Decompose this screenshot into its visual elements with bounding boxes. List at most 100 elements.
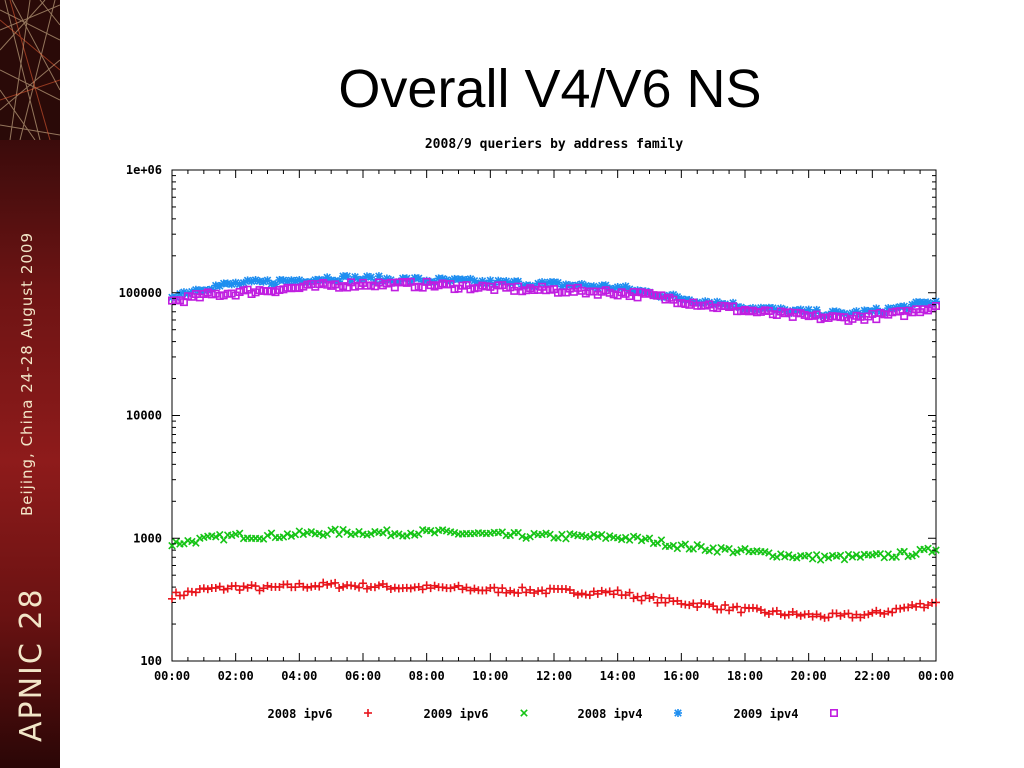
data-point	[569, 589, 578, 598]
data-point	[494, 588, 503, 597]
y-tick-label: 1000	[133, 531, 162, 545]
data-point	[506, 586, 515, 595]
legend-label: 2009 ipv6	[423, 707, 488, 721]
data-point	[374, 581, 383, 590]
data-point	[446, 584, 455, 593]
data-point	[219, 585, 228, 594]
data-point	[908, 601, 917, 610]
data-point	[705, 600, 714, 609]
data-point	[792, 610, 801, 619]
data-point	[315, 582, 324, 591]
data-point	[199, 584, 208, 593]
data-point	[251, 582, 260, 591]
x-tick-label: 14:00	[600, 669, 636, 683]
data-point	[590, 530, 598, 539]
data-point	[450, 583, 459, 592]
y-tick-label: 100000	[119, 286, 162, 300]
chart: 2008/9 queriers by address family 100 100…	[119, 137, 954, 721]
legend-label: 2008 ipv4	[577, 707, 642, 721]
data-point	[367, 530, 375, 538]
data-point	[215, 530, 224, 539]
data-point	[689, 599, 698, 608]
data-point	[844, 550, 853, 559]
series-2009-ipv6	[168, 525, 940, 564]
x-tick-label: 22:00	[854, 669, 890, 683]
x-tick-label: 10:00	[472, 669, 508, 683]
data-point	[601, 588, 610, 597]
data-point	[355, 527, 363, 536]
data-point	[323, 580, 332, 589]
slide-title: Overall V4/V6 NS	[338, 59, 762, 119]
data-point	[693, 603, 702, 612]
data-point	[661, 598, 670, 607]
data-point	[657, 536, 666, 544]
data-point	[307, 527, 316, 536]
data-point	[649, 592, 658, 601]
data-point	[339, 525, 347, 534]
x-tick-label: 02:00	[218, 669, 254, 683]
data-point	[697, 599, 706, 608]
x-tick-label: 20:00	[791, 669, 827, 683]
data-point	[876, 608, 885, 617]
data-point	[844, 609, 853, 618]
data-point	[283, 530, 292, 538]
data-point	[331, 578, 340, 587]
data-point	[426, 526, 435, 535]
data-point	[430, 529, 439, 537]
x-tick-label: 06:00	[345, 669, 381, 683]
data-point	[733, 548, 741, 556]
data-point	[307, 582, 316, 591]
data-point	[852, 551, 861, 559]
legend-label: 2008 ipv6	[267, 707, 332, 721]
data-point	[299, 582, 308, 591]
data-point	[685, 601, 694, 610]
data-point	[542, 589, 551, 598]
data-point	[235, 586, 244, 595]
data-point	[816, 612, 825, 621]
data-point	[573, 590, 582, 599]
data-point	[406, 529, 415, 537]
data-point	[645, 534, 654, 542]
data-point	[203, 585, 212, 594]
x-tick-label: 08:00	[409, 669, 445, 683]
sidebar-event-text: Beijing, China 24-28 August 2009	[18, 232, 36, 516]
data-point	[824, 613, 833, 622]
sidebar-banner: APNIC 28 Beijing, China 24-28 August 200…	[0, 0, 60, 768]
data-point	[820, 552, 829, 560]
data-point	[506, 531, 514, 540]
data-point	[760, 608, 769, 617]
data-point	[824, 554, 833, 562]
y-tick-label: 100	[140, 654, 162, 668]
data-point	[390, 583, 399, 592]
data-point	[594, 532, 602, 541]
legend-marker-plus-icon	[364, 709, 372, 717]
data-point	[848, 553, 857, 561]
data-point	[386, 584, 395, 593]
data-point	[395, 530, 403, 538]
data-point	[792, 554, 801, 562]
data-point	[335, 584, 344, 593]
data-point	[235, 529, 244, 538]
data-point	[522, 534, 530, 543]
data-point	[884, 607, 893, 616]
data-point	[450, 528, 459, 537]
data-point	[609, 590, 618, 599]
data-point	[733, 602, 742, 611]
data-point	[657, 593, 666, 602]
data-point	[470, 584, 479, 593]
data-point	[617, 535, 626, 544]
data-point	[303, 583, 312, 592]
data-point	[653, 598, 662, 607]
data-point	[721, 601, 730, 610]
data-point	[637, 536, 646, 545]
data-point	[705, 547, 713, 555]
data-point	[625, 588, 634, 597]
data-point	[470, 276, 479, 285]
data-point	[406, 584, 415, 593]
data-point	[458, 585, 467, 594]
data-point	[438, 583, 447, 592]
data-point	[231, 581, 240, 590]
y-tick-label: 10000	[126, 409, 162, 423]
series-2009-ipv4	[168, 277, 940, 325]
data-point	[796, 611, 805, 620]
